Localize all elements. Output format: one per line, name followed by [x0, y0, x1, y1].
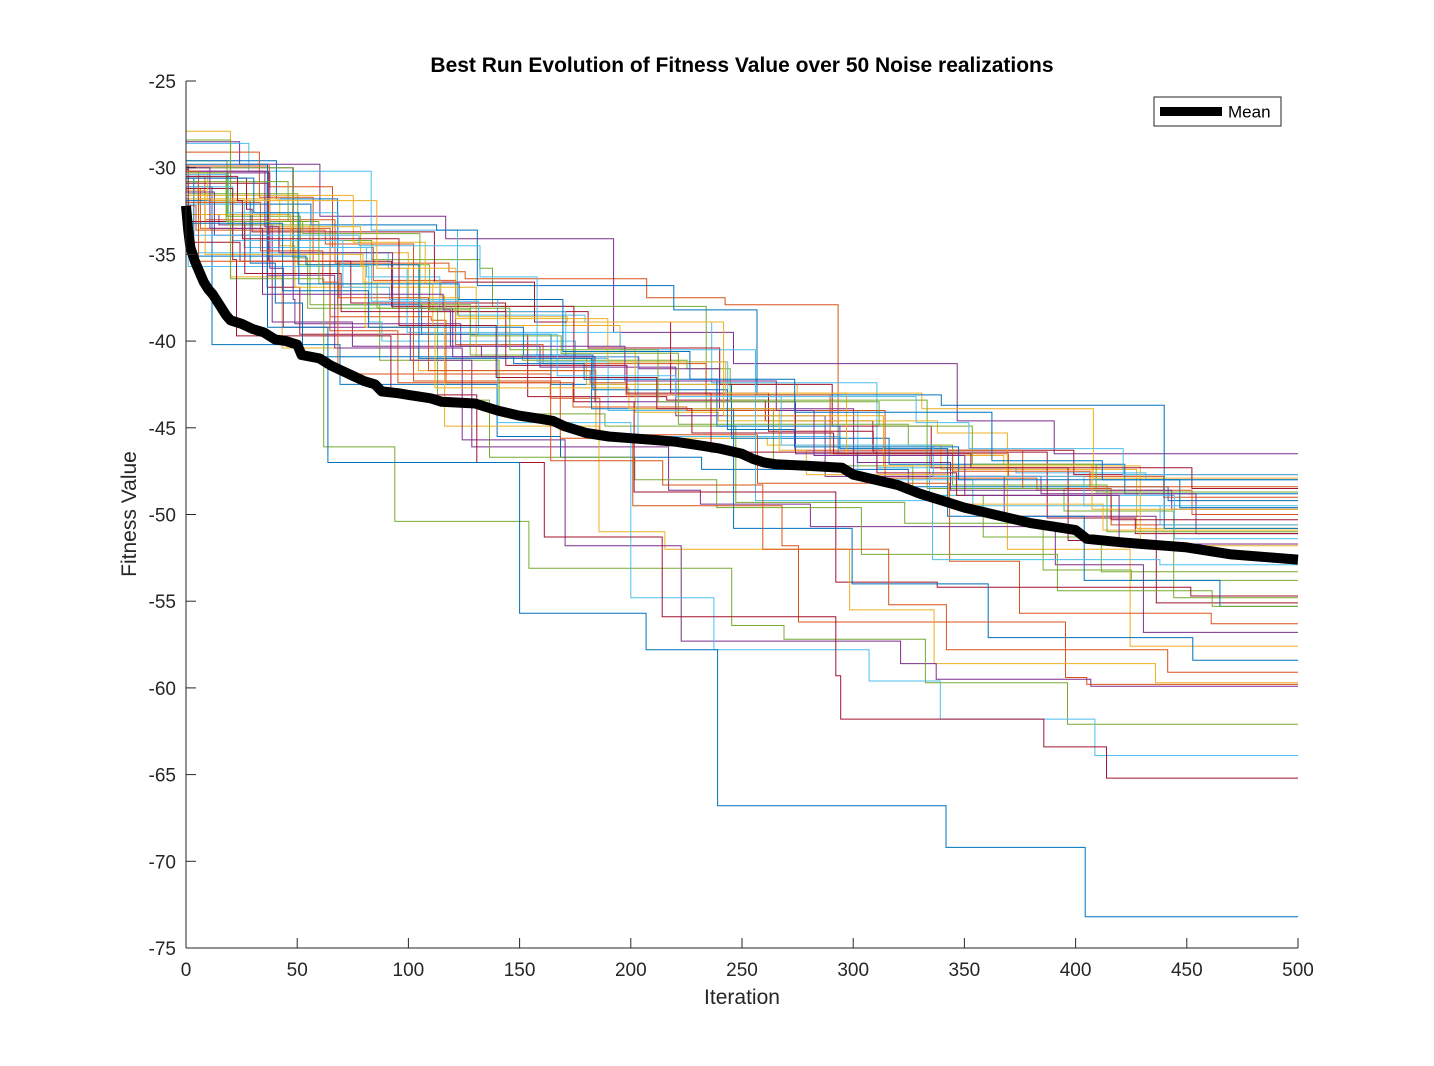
- noise-run-line: [186, 200, 1298, 607]
- noise-run-line: [186, 170, 1298, 488]
- y-tick-label: -50: [149, 506, 176, 527]
- noise-run-line: [186, 188, 1298, 515]
- x-tick-label: 200: [615, 960, 647, 981]
- noise-run-line: [186, 175, 1298, 489]
- noise-run-line: [186, 172, 1298, 493]
- noise-run-line: [186, 201, 1298, 673]
- noise-run-line: [186, 177, 1298, 599]
- noise-run-line: [186, 172, 1298, 581]
- x-tick-label: 250: [726, 960, 758, 981]
- noise-run-line: [186, 167, 1298, 545]
- noise-run-line: [186, 214, 1298, 535]
- noise-run-line: [186, 130, 1298, 529]
- legend: Mean: [1153, 96, 1282, 127]
- y-tick-label: -35: [149, 245, 176, 266]
- noise-runs: [186, 130, 1298, 918]
- noise-run-line: [186, 174, 1298, 476]
- noise-run-line: [186, 194, 1298, 684]
- chart-title: Best Run Evolution of Fitness Value over…: [430, 54, 1053, 77]
- x-axis-ticks: 0 50 100 150 200 250 300 350 400 450 500: [181, 938, 1314, 981]
- x-tick-label: 0: [181, 960, 192, 981]
- x-tick-label: 400: [1060, 960, 1092, 981]
- mean-series: [181, 205, 1299, 565]
- noise-run-line: [186, 205, 1298, 685]
- noise-run-line: [186, 188, 1298, 779]
- x-tick-label: 500: [1282, 960, 1314, 981]
- y-axis-ticks: -25 -30 -35 -40 -45 -50 -55 -60 -65 -70 -75: [149, 72, 196, 960]
- y-tick-label: -55: [149, 592, 176, 613]
- y-tick-label: -40: [149, 332, 176, 353]
- legend-mean-label: Mean: [1228, 103, 1271, 122]
- noise-run-line: [186, 212, 1298, 509]
- mean-line: [181, 205, 1299, 565]
- x-tick-label: 300: [837, 960, 869, 981]
- noise-run-line: [186, 163, 1298, 918]
- x-tick-label: 350: [949, 960, 981, 981]
- y-axis-label: Fitness Value: [118, 451, 141, 577]
- y-tick-label: -75: [149, 939, 176, 960]
- y-tick-label: -70: [149, 852, 176, 873]
- x-tick-label: 450: [1171, 960, 1203, 981]
- noise-run-line: [186, 177, 1298, 481]
- noise-run-line: [186, 186, 1298, 756]
- y-tick-label: -60: [149, 679, 176, 700]
- x-tick-label: 50: [287, 960, 308, 981]
- x-tick-label: 100: [393, 960, 425, 981]
- noise-run-line: [186, 172, 1298, 633]
- y-tick-label: -65: [149, 766, 176, 787]
- y-tick-label: -45: [149, 419, 176, 440]
- x-tick-label: 150: [504, 960, 536, 981]
- noise-run-line: [186, 170, 1298, 510]
- y-tick-label: -25: [149, 72, 176, 93]
- noise-run-line: [186, 181, 1298, 533]
- noise-run-line: [186, 167, 1298, 607]
- x-axis-label: Iteration: [704, 986, 780, 1009]
- y-tick-label: -30: [149, 159, 176, 180]
- noise-run-line: [186, 165, 1298, 526]
- noise-run-line: [186, 168, 1298, 521]
